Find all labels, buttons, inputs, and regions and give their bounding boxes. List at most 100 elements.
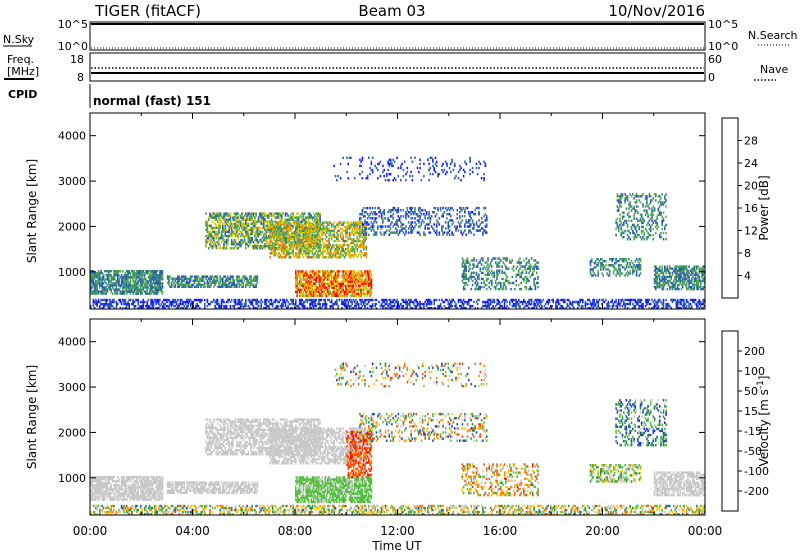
power-cell (283, 250, 286, 253)
power-cell (341, 307, 343, 310)
power-cell (245, 277, 247, 280)
power-cell (213, 226, 215, 230)
power-cell (229, 304, 232, 308)
power-cell (412, 300, 415, 304)
power-cell (371, 156, 374, 159)
power-cell (227, 212, 229, 215)
power-cell (388, 307, 391, 310)
power-cell (455, 302, 457, 306)
power-cell (159, 286, 161, 289)
power-cell (242, 224, 245, 227)
power-cell (702, 302, 704, 306)
power-cell (216, 212, 219, 215)
power-cell (239, 222, 242, 225)
power-cell (315, 221, 318, 224)
power-cell (362, 248, 365, 251)
power-cell (102, 298, 105, 302)
power-cell (325, 221, 328, 224)
power-cell (241, 224, 243, 227)
power-cell (188, 283, 191, 286)
power-cell (459, 215, 461, 218)
power-cell (242, 222, 245, 225)
power-cell (213, 245, 215, 248)
power-cell (494, 304, 497, 308)
power-cell (478, 211, 480, 214)
power-cell (102, 302, 105, 306)
power-cell (318, 307, 320, 310)
power-cell (283, 234, 286, 238)
power-cell (364, 215, 366, 218)
power-cell (138, 304, 141, 308)
power-cell (156, 276, 159, 279)
power-cell (373, 225, 375, 228)
power-cell (316, 254, 319, 257)
power-cell (216, 220, 219, 223)
power-cell (325, 302, 328, 306)
power-cell (611, 307, 614, 310)
power-cell (382, 298, 384, 302)
power-cell (389, 307, 392, 310)
power-cell (403, 160, 406, 163)
power-cell (161, 292, 164, 295)
power-cell (204, 283, 206, 286)
power-cell (265, 224, 268, 227)
power-cell (204, 307, 206, 310)
power-cell (330, 245, 333, 249)
power-cell (236, 220, 238, 223)
power-cell (284, 225, 287, 228)
power-cell (360, 221, 362, 224)
power-cell (351, 231, 353, 234)
power-cell (288, 237, 291, 241)
power-cell (304, 241, 306, 245)
power-cell (189, 298, 192, 302)
power-cell (241, 212, 243, 215)
date-title: 10/Nov/2016 (608, 2, 705, 20)
power-cell (186, 279, 188, 282)
power-cell (275, 221, 278, 224)
power-cell (207, 277, 210, 280)
power-cell (365, 225, 368, 228)
power-cell (248, 216, 251, 219)
power-cell (587, 302, 589, 306)
power-cell (181, 298, 183, 302)
power-cell (300, 238, 302, 242)
nsearch-label: N.Search (748, 29, 798, 42)
power-cell (357, 227, 360, 230)
power-cell (202, 277, 205, 280)
power-cell (179, 281, 182, 284)
power-cell (260, 302, 262, 306)
power-cell (427, 298, 429, 302)
power-cell (384, 225, 387, 228)
power-cell (352, 245, 355, 249)
power-cell (210, 232, 212, 236)
power-cell (302, 235, 305, 239)
power-cell (690, 307, 693, 310)
power-cell (254, 247, 256, 250)
power-cell (362, 288, 365, 291)
power-cell (136, 276, 138, 279)
power-cell (411, 174, 414, 178)
power-cell (269, 221, 271, 224)
power-cell (292, 218, 294, 221)
power-cell (107, 276, 110, 279)
power-cell (351, 307, 353, 310)
power-cell (105, 298, 107, 302)
power-cell (123, 276, 125, 279)
power-cell (485, 223, 488, 226)
power-cell (359, 239, 361, 243)
power-cell (370, 221, 373, 224)
power-cell (145, 270, 147, 273)
power-cell (218, 232, 220, 236)
power-cell (233, 230, 236, 234)
power-cell (466, 302, 469, 306)
power-cell (350, 237, 352, 241)
power-cell (425, 298, 428, 302)
power-cell (297, 288, 300, 291)
power-cell (629, 300, 631, 304)
power-cell (95, 302, 97, 306)
power-cell (468, 300, 470, 304)
power-cell (136, 282, 138, 285)
power-cell (589, 300, 592, 304)
power-cell (582, 304, 584, 308)
power-cell (339, 235, 342, 239)
